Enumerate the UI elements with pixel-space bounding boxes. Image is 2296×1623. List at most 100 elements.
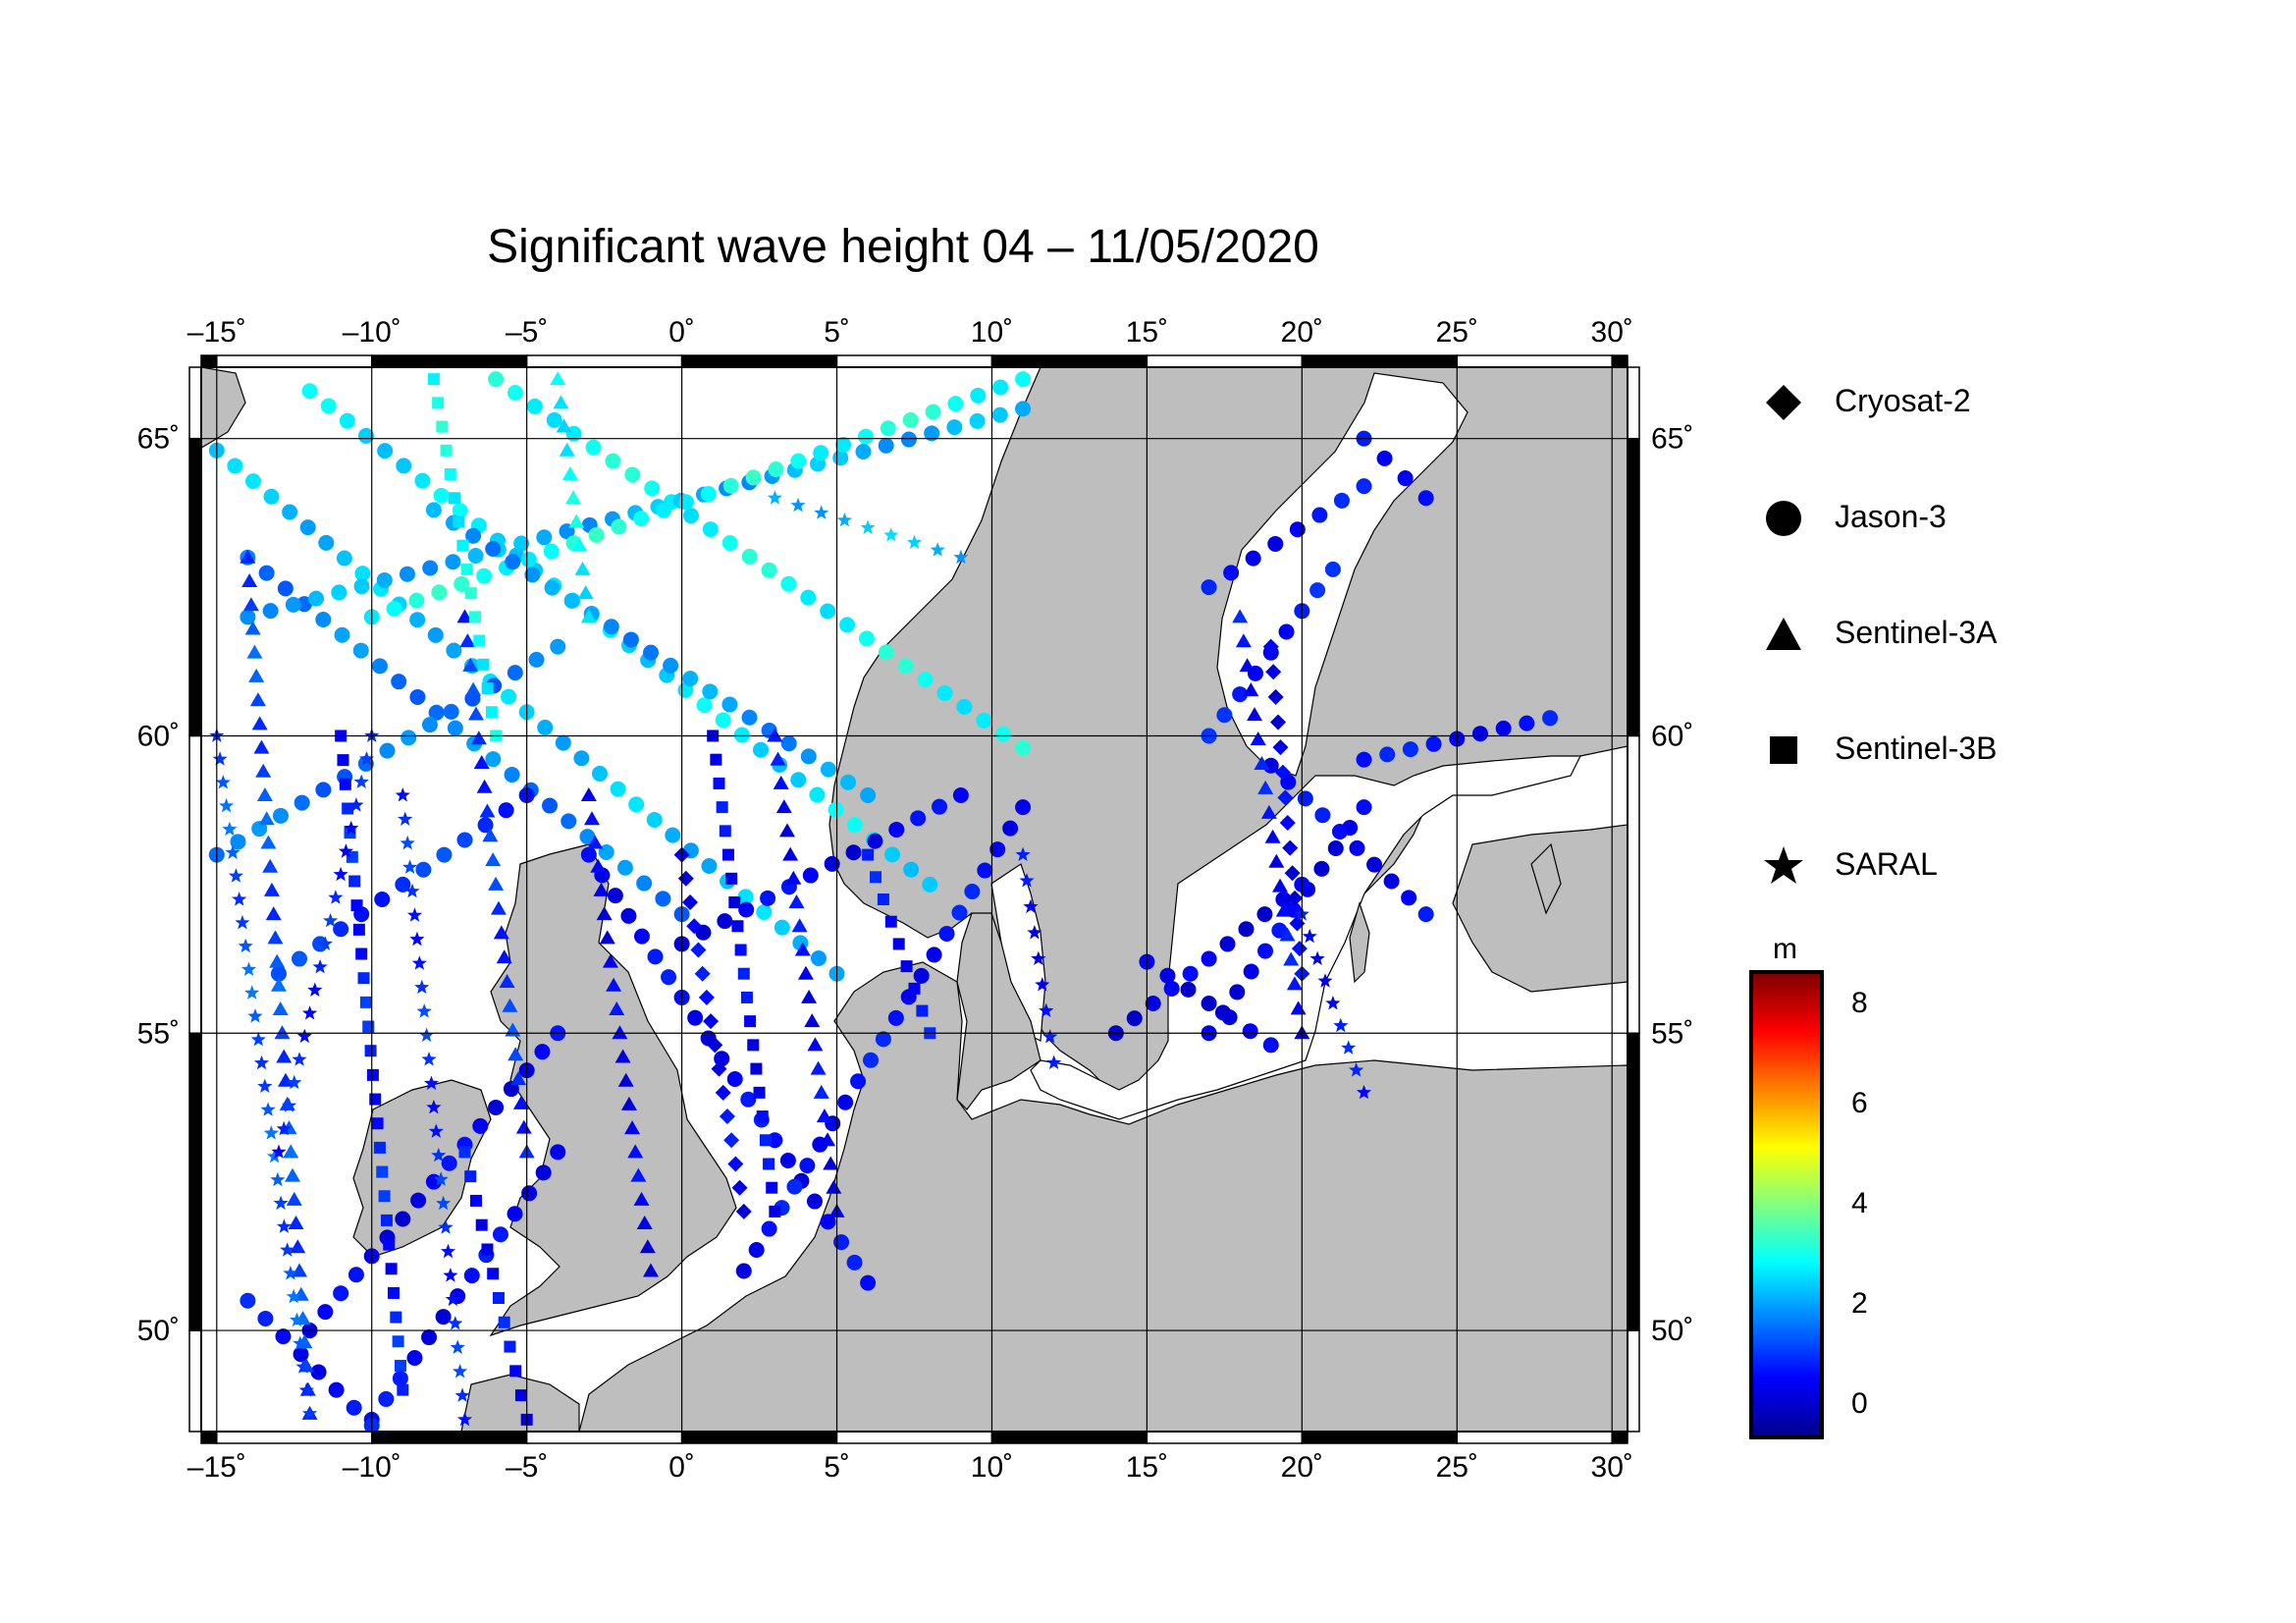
swh-point bbox=[352, 923, 365, 936]
lon-tick-label-top: 30˚ bbox=[1591, 316, 1633, 349]
swh-point bbox=[215, 775, 231, 789]
swh-point bbox=[258, 811, 275, 826]
swh-point bbox=[232, 892, 247, 906]
swh-point bbox=[432, 397, 445, 409]
swh-point bbox=[498, 1316, 510, 1328]
swh-point bbox=[888, 821, 905, 838]
swh-point bbox=[687, 1009, 704, 1026]
swh-point bbox=[800, 589, 817, 606]
swh-point bbox=[719, 825, 731, 838]
swh-point bbox=[1239, 658, 1255, 673]
swh-point bbox=[456, 1411, 473, 1427]
swh-point bbox=[737, 889, 754, 905]
swh-point bbox=[270, 1171, 286, 1187]
swh-point bbox=[507, 385, 523, 402]
swh-point bbox=[1201, 579, 1217, 596]
swh-point bbox=[473, 754, 490, 769]
track-sentinel-3a bbox=[767, 728, 845, 1217]
track-saral bbox=[395, 787, 473, 1427]
swh-point bbox=[639, 1239, 656, 1254]
swh-point bbox=[323, 912, 339, 928]
frame-band-left bbox=[188, 734, 202, 1035]
swh-point bbox=[609, 1001, 625, 1016]
swh-point bbox=[734, 944, 747, 956]
swh-point bbox=[446, 642, 462, 659]
swh-point bbox=[1356, 478, 1372, 495]
swh-point bbox=[286, 1191, 302, 1206]
swh-point bbox=[342, 802, 354, 815]
swh-point bbox=[298, 1382, 314, 1397]
swh-point bbox=[624, 1120, 641, 1135]
swh-point bbox=[735, 1203, 752, 1219]
swh-point bbox=[614, 1049, 631, 1063]
swh-point bbox=[1279, 927, 1296, 942]
swh-point bbox=[348, 797, 364, 812]
swh-point bbox=[989, 841, 1006, 858]
swh-point bbox=[700, 486, 717, 503]
frame-band-bottom bbox=[370, 1431, 528, 1444]
swh-point bbox=[903, 861, 920, 878]
swh-point bbox=[458, 1146, 471, 1159]
swh-point bbox=[1238, 921, 1255, 938]
swh-point bbox=[780, 575, 797, 592]
swh-point bbox=[433, 1171, 449, 1186]
swh-point bbox=[333, 921, 349, 938]
swh-point bbox=[1349, 839, 1365, 856]
swh-point bbox=[331, 584, 347, 601]
swh-point bbox=[713, 777, 725, 789]
swh-point bbox=[391, 674, 407, 690]
swh-point bbox=[263, 1125, 279, 1140]
swh-point bbox=[301, 383, 318, 400]
denmark-coast bbox=[956, 912, 1041, 1110]
swh-point bbox=[464, 587, 477, 600]
swh-point bbox=[475, 1218, 488, 1231]
swh-point bbox=[644, 480, 661, 497]
swh-point bbox=[507, 1047, 524, 1061]
lon-tick-label-bottom: 20˚ bbox=[1281, 1451, 1323, 1484]
track-sentinel-3b bbox=[862, 848, 936, 1040]
swh-point bbox=[647, 948, 664, 965]
swh-point bbox=[1256, 906, 1273, 923]
swh-point bbox=[878, 644, 894, 661]
swh-point bbox=[419, 1027, 435, 1043]
swh-point bbox=[580, 787, 597, 802]
swh-point bbox=[310, 1364, 327, 1380]
swh-point bbox=[690, 942, 707, 958]
swh-point bbox=[633, 511, 650, 527]
swh-point bbox=[716, 801, 728, 814]
swh-point bbox=[408, 592, 425, 609]
swh-point bbox=[293, 1346, 309, 1363]
swh-point bbox=[406, 1350, 423, 1367]
swh-point bbox=[477, 658, 490, 671]
swh-point bbox=[814, 505, 829, 519]
swh-point bbox=[1159, 967, 1176, 984]
swh-point bbox=[809, 786, 826, 803]
swh-point bbox=[1015, 846, 1031, 862]
swh-point bbox=[275, 1328, 292, 1345]
swh-point bbox=[1042, 1029, 1058, 1044]
swh-point bbox=[251, 716, 268, 730]
swh-point bbox=[281, 1098, 297, 1112]
swh-point bbox=[1145, 995, 1161, 1011]
track-sentinel-3b bbox=[427, 373, 503, 742]
swh-point bbox=[521, 1185, 538, 1202]
swh-point bbox=[456, 609, 473, 623]
swh-point bbox=[228, 868, 243, 883]
swh-point bbox=[380, 1214, 393, 1226]
swh-point bbox=[663, 657, 679, 674]
swh-point bbox=[839, 617, 856, 633]
swh-point bbox=[599, 930, 615, 945]
lat-tick-label-right: 55˚ bbox=[1651, 1017, 1693, 1050]
estonia-coast bbox=[1452, 824, 1628, 993]
swh-point bbox=[410, 1192, 427, 1209]
swh-point bbox=[1283, 951, 1300, 966]
swh-point bbox=[456, 832, 473, 848]
swh-point bbox=[277, 580, 294, 597]
swh-point bbox=[577, 585, 594, 600]
swh-point bbox=[247, 1008, 263, 1023]
swh-point bbox=[726, 1070, 743, 1087]
swh-point bbox=[246, 644, 263, 659]
swh-point bbox=[991, 406, 1008, 423]
swh-point bbox=[745, 469, 762, 486]
swh-point bbox=[285, 1167, 301, 1182]
